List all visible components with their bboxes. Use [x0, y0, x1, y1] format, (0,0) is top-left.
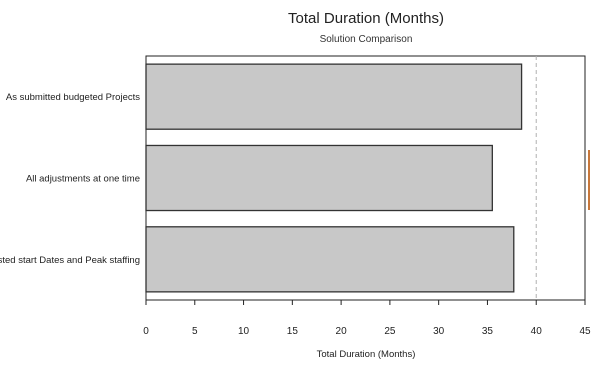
x-tick-label-5: 25	[384, 326, 396, 337]
category-label-layer: As submitted budgeted Projects All adjust…	[0, 92, 140, 266]
category-label-1: All adjustments at one time	[26, 174, 140, 185]
bar-2	[145, 226, 515, 293]
x-axis-title: Total Duration (Months)	[317, 349, 416, 360]
x-tick-label-7: 35	[482, 326, 494, 337]
x-tick-label-4: 20	[336, 326, 348, 337]
x-tick-layer: 0 5 10 15 20 25 30 35 40 45	[143, 300, 591, 337]
x-tick-label-9: 45	[579, 326, 591, 337]
chart-subtitle: Solution Comparison	[320, 34, 413, 45]
bar-0	[145, 63, 523, 130]
x-tick-label-8: 40	[531, 326, 543, 337]
x-tick-label-0: 0	[143, 326, 149, 337]
bar-1	[145, 144, 493, 212]
x-tick-label-3: 15	[287, 326, 299, 337]
x-tick-label-2: 10	[238, 326, 250, 337]
bar-layer	[145, 63, 523, 293]
category-label-2: Adjusted start Dates and Peak staffing	[0, 255, 140, 266]
chart-title: Total Duration (Months)	[288, 10, 444, 27]
x-tick-label-6: 30	[433, 326, 445, 337]
category-label-0: As submitted budgeted Projects	[6, 92, 140, 103]
right-edge-marker	[588, 150, 590, 210]
x-tick-label-1: 5	[192, 326, 198, 337]
